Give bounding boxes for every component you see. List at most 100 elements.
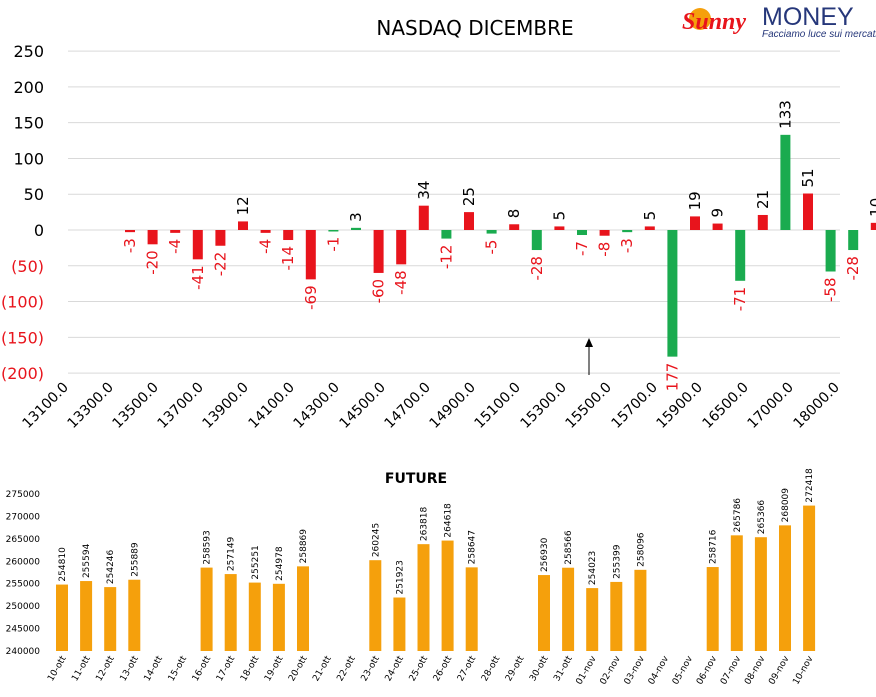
future-x-tick-label: 05-nov — [671, 654, 696, 687]
future-bar — [562, 567, 575, 651]
nasdaq-bar — [464, 212, 474, 230]
nasdaq-bar-label: -8 — [596, 242, 614, 257]
future-bar — [224, 574, 237, 651]
nasdaq-bar — [441, 230, 452, 239]
future-bar-label: 258716 — [709, 529, 719, 564]
future-x-tick-label: 12-ott — [94, 654, 117, 683]
nasdaq-bar — [825, 230, 836, 272]
future-bar-label: 257149 — [227, 536, 237, 571]
nasdaq-bar-label: 5 — [641, 211, 659, 221]
future-x-tick-label: 29-ott — [504, 654, 527, 683]
future-bar-label: 268009 — [781, 488, 791, 523]
nasdaq-bar — [757, 214, 768, 230]
future-bar-label: 255399 — [612, 544, 622, 579]
nasdaq-bar — [577, 230, 587, 236]
nasdaq-bar-label: -58 — [822, 277, 840, 302]
nasdaq-bar — [667, 230, 678, 357]
nasdaq-bar-label: 19 — [686, 191, 704, 210]
future-y-tick-label: 265000 — [6, 535, 41, 545]
future-x-tick-label: 22-ott — [335, 654, 358, 683]
future-bar-label: 255594 — [82, 543, 92, 578]
nasdaq-y-tick-label: 250 — [13, 42, 44, 61]
future-x-tick-label: 10-ott — [46, 654, 69, 683]
future-bar — [200, 567, 213, 651]
future-bar-label: 258647 — [468, 530, 478, 564]
nasdaq-bar-label: -4 — [257, 239, 275, 254]
nasdaq-x-tick-label: 15100.0 — [472, 380, 524, 432]
nasdaq-bar-label: -1 — [324, 237, 342, 252]
nasdaq-x-tick-label: 14300.0 — [291, 380, 343, 432]
future-bar — [586, 588, 599, 651]
future-x-tick-label: 24-ott — [384, 654, 407, 683]
future-bar-label: 260245 — [371, 523, 381, 557]
nasdaq-x-tick-label: 13100.0 — [20, 380, 72, 432]
nasdaq-x-tick-label: 18000.0 — [791, 380, 843, 432]
nasdaq-bar-label: 8 — [505, 209, 523, 219]
future-x-tick-label: 17-ott — [215, 654, 238, 683]
nasdaq-bar-label: 9 — [709, 208, 727, 218]
future-bar-label: 255889 — [130, 542, 140, 577]
future-bar — [634, 569, 647, 651]
nasdaq-bar-label: 3 — [347, 212, 365, 222]
nasdaq-x-tick-label: 14100.0 — [246, 380, 298, 432]
future-bar-label: 265366 — [757, 500, 767, 535]
nasdaq-bar — [328, 230, 339, 232]
future-bar-label: 258566 — [564, 530, 574, 565]
future-x-tick-label: 14-ott — [143, 654, 166, 683]
future-x-tick-label: 15-ott — [167, 654, 190, 683]
future-x-tick-label: 18-ott — [239, 654, 262, 683]
nasdaq-x-tick-label: 13700.0 — [155, 380, 207, 432]
nasdaq-bar-label: -71 — [731, 287, 749, 312]
future-x-tick-label: 20-ott — [287, 654, 310, 683]
nasdaq-bar — [712, 223, 723, 230]
logo-brand-left: Sunny — [682, 9, 746, 35]
future-bar — [538, 575, 550, 651]
nasdaq-chart: NASDAQ DICEMBRE 250 200 150 100 50 0 (50) (100) (… — [1, 16, 876, 432]
nasdaq-x-tick-label: 15300.0 — [518, 380, 570, 432]
nasdaq-bar-label: -22 — [211, 252, 229, 277]
nasdaq-bar — [622, 230, 633, 233]
future-bar — [754, 537, 767, 651]
future-chart: FUTURE 275000 270000 265000 260000 255000 2500… — [6, 468, 816, 687]
future-x-tick-label: 01-nov — [575, 654, 600, 687]
nasdaq-x-tick-label: 13900.0 — [200, 380, 252, 432]
future-bar-label: 255251 — [251, 545, 261, 579]
nasdaq-bar-label: -14 — [279, 246, 297, 271]
nasdaq-bar — [509, 224, 520, 230]
future-bar — [441, 540, 454, 651]
future-bar — [369, 560, 382, 651]
future-y-tick-label: 240000 — [6, 647, 41, 657]
nasdaq-bar-label: -3 — [121, 238, 139, 253]
nasdaq-bar — [554, 226, 565, 230]
future-y-tick-label: 270000 — [6, 512, 41, 522]
nasdaq-x-tick-label: 15700.0 — [609, 380, 661, 432]
nasdaq-bar-label: 12 — [234, 196, 252, 215]
nasdaq-bar — [170, 230, 181, 233]
nasdaq-bar-label: -3 — [618, 238, 636, 253]
future-x-tick-label: 27-ott — [456, 654, 479, 683]
future-bar-label: 254978 — [275, 546, 285, 581]
nasdaq-y-tick-label: (200) — [1, 364, 44, 383]
nasdaq-bar-label: -28 — [844, 256, 862, 281]
nasdaq-bar-label: -4 — [166, 239, 184, 254]
future-bar — [272, 583, 285, 651]
future-bar — [803, 505, 816, 651]
nasdaq-x-tick-label: 13300.0 — [65, 380, 117, 432]
nasdaq-bar-label: 21 — [754, 190, 772, 209]
nasdaq-bar — [486, 230, 497, 234]
future-bar — [779, 525, 791, 651]
future-bar — [80, 581, 93, 651]
nasdaq-bar — [351, 227, 361, 230]
nasdaq-bar — [373, 230, 384, 273]
future-x-tick-label: 02-nov — [599, 654, 624, 687]
future-x-tick-label: 21-ott — [311, 654, 334, 683]
future-x-tick-label: 30-ott — [528, 654, 551, 683]
nasdaq-x-tick-label: 14500.0 — [337, 380, 389, 432]
nasdaq-x-tick-label: 15500.0 — [563, 380, 615, 432]
nasdaq-bar — [735, 230, 746, 281]
nasdaq-x-tick-label: 14700.0 — [382, 380, 434, 432]
nasdaq-bar-label: 10 — [867, 198, 876, 217]
nasdaq-y-tick-label: 100 — [13, 149, 44, 168]
nasdaq-bar — [531, 230, 542, 251]
